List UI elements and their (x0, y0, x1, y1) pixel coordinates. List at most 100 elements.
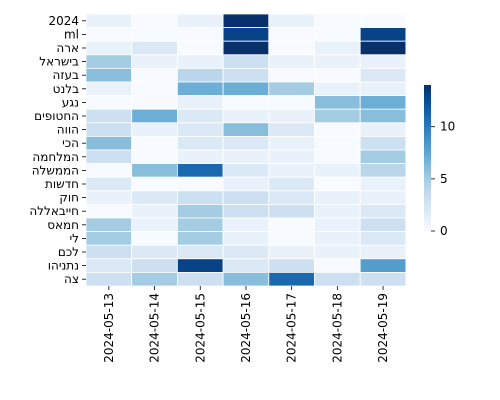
heatmap-cell-17-0 (85, 244, 133, 260)
heatmap-cell-5-0 (85, 81, 133, 97)
heatmap-cell-16-0 (85, 231, 133, 246)
heatmap-cell-8-3 (222, 122, 270, 137)
y-tick-label: ארה (56, 41, 79, 55)
heatmap-cell-15-2 (176, 217, 224, 233)
heatmap-cell-1-6 (359, 27, 407, 42)
heatmap-cell-14-1 (131, 203, 178, 219)
heatmap-cell-4-1 (131, 68, 178, 83)
heatmap-cell-0-6 (359, 13, 407, 29)
y-tick-label: לי (69, 231, 79, 245)
y-tick-label: חוק (59, 191, 79, 205)
y-tick-label: 2024 (48, 14, 79, 28)
heatmap-cell-7-0 (85, 108, 133, 124)
heatmap-cell-11-1 (131, 163, 178, 178)
heatmap-cell-18-1 (131, 258, 178, 273)
x-tick-label: 2024-05-14 (148, 293, 162, 363)
heatmap-cell-16-6 (359, 231, 407, 246)
y-tick-label: הממשלה (32, 163, 79, 177)
heatmap-cell-5-1 (131, 81, 178, 97)
heatmap-cell-6-4 (268, 95, 315, 110)
heatmap-cell-4-2 (176, 68, 224, 83)
y-tick-label: לכם (58, 245, 79, 259)
x-tick-label: 2024-05-19 (376, 293, 390, 363)
heatmap-cell-19-1 (131, 271, 178, 287)
heatmap-cell-10-1 (131, 149, 178, 165)
heatmap-cell-15-4 (268, 217, 315, 233)
colorbar: 0 5 10 (424, 85, 455, 238)
y-axis-ticks: 2024mlארהבישראלבעזהבלנטנגעהחטופיםהווההכי… (29, 14, 86, 286)
heatmap-cell-2-1 (131, 40, 178, 56)
y-tick-label: בלנט (53, 82, 79, 96)
colorbar-tick-label: 0 (440, 224, 448, 238)
heatmap-cell-2-2 (176, 40, 224, 56)
x-tick-label: 2024-05-17 (285, 293, 299, 363)
heatmap-cell-4-6 (359, 68, 407, 83)
heatmap-cell-7-1 (131, 108, 178, 124)
heatmap-cell-2-5 (314, 40, 361, 56)
y-tick-label: חדשות (45, 177, 79, 191)
heatmap-cell-17-6 (359, 244, 407, 260)
heatmap-cell-11-4 (268, 163, 315, 178)
heatmap-cell-8-2 (176, 122, 224, 137)
x-tick-label: 2024-05-16 (239, 293, 253, 363)
heatmap-cell-0-3 (222, 13, 270, 29)
heatmap-cell-13-4 (268, 190, 315, 205)
heatmap-cell-3-2 (176, 54, 224, 69)
heatmap-cell-8-4 (268, 122, 315, 137)
heatmap-cell-18-6 (359, 258, 407, 273)
heatmap-cell-11-0 (85, 163, 133, 178)
heatmap-cell-7-5 (314, 108, 361, 124)
heatmap-cell-8-5 (314, 122, 361, 137)
heatmap-cell-18-5 (314, 258, 361, 273)
y-tick-label: הווה (57, 123, 79, 137)
heatmap-cell-12-6 (359, 176, 407, 192)
heatmap-cell-4-4 (268, 68, 315, 83)
heatmap-cell-4-5 (314, 68, 361, 83)
heatmap-cell-8-1 (131, 122, 178, 137)
heatmap-cell-4-3 (222, 68, 270, 83)
heatmap-cell-7-4 (268, 108, 315, 124)
heatmap-cell-9-5 (314, 135, 361, 151)
heatmap-cell-0-2 (176, 13, 224, 29)
heatmap-cell-16-5 (314, 231, 361, 246)
heatmap-cell-12-1 (131, 176, 178, 192)
heatmap-cell-12-0 (85, 176, 133, 192)
heatmap-cell-1-2 (176, 27, 224, 42)
heatmap-cell-19-4 (268, 271, 315, 287)
heatmap-cell-15-0 (85, 217, 133, 233)
heatmap-cell-5-3 (222, 81, 270, 97)
heatmap-cell-0-0 (85, 13, 133, 29)
colorbar-tick-label: 5 (440, 172, 448, 186)
heatmap-cell-7-6 (359, 108, 407, 124)
heatmap-cell-13-6 (359, 190, 407, 205)
heatmap-cell-13-1 (131, 190, 178, 205)
heatmap-cell-2-4 (268, 40, 315, 56)
heatmap-cell-6-3 (222, 95, 270, 110)
heatmap-cell-3-5 (314, 54, 361, 69)
heatmap-cell-18-2 (176, 258, 224, 273)
heatmap-cell-13-2 (176, 190, 224, 205)
colorbar-tick-label: 10 (440, 120, 455, 134)
heatmap-cell-11-3 (222, 163, 270, 178)
heatmap-cell-14-6 (359, 203, 407, 219)
heatmap-cell-3-3 (222, 54, 270, 69)
heatmap-cell-10-6 (359, 149, 407, 165)
heatmap-cell-15-3 (222, 217, 270, 233)
heatmap-cell-14-3 (222, 203, 270, 219)
y-tick-label: החטופים (34, 109, 79, 123)
heatmap-cell-9-3 (222, 135, 270, 151)
y-tick-label: ml (64, 27, 79, 41)
heatmap-cell-15-5 (314, 217, 361, 233)
heatmap-cell-2-6 (359, 40, 407, 56)
y-tick-label: הכי (62, 136, 79, 150)
heatmap-cell-0-4 (268, 13, 315, 29)
heatmap-cell-9-4 (268, 135, 315, 151)
heatmap-cell-18-3 (222, 258, 270, 273)
heatmap-cell-19-6 (359, 271, 407, 287)
heatmap-cell-3-1 (131, 54, 178, 69)
heatmap-cell-3-6 (359, 54, 407, 69)
heatmap-cell-5-4 (268, 81, 315, 97)
y-tick-label: צה (64, 272, 79, 286)
heatmap-cell-11-6 (359, 163, 407, 178)
heatmap-cell-5-2 (176, 81, 224, 97)
